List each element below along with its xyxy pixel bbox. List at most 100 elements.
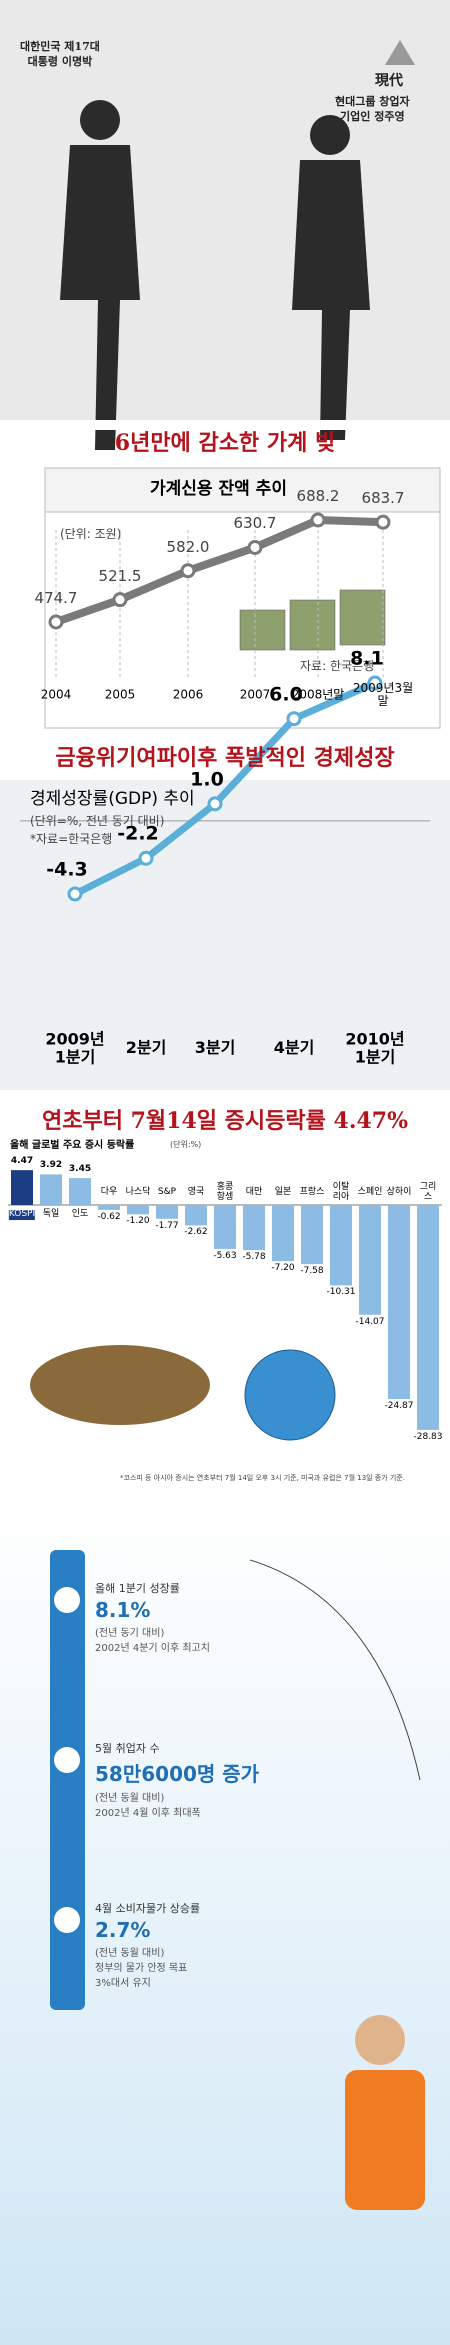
value-label: 688.2: [296, 486, 340, 505]
value-label: -7.20: [271, 1263, 295, 1274]
point: [310, 512, 326, 528]
value-label: 582.0: [166, 537, 210, 556]
bar: [185, 1205, 207, 1226]
x-tick-label: 대만: [245, 1187, 263, 1198]
chart-unit: (단위: 조원): [60, 527, 122, 541]
point: [247, 539, 263, 555]
x-tick-label: 나스닥: [125, 1187, 151, 1198]
bull-illustration: [30, 1345, 210, 1425]
x-tick-label: KOSPI: [8, 1209, 36, 1220]
value-label: 8.1: [350, 647, 384, 670]
value-label: 4.47: [10, 1156, 34, 1167]
x-tick-label: 영국: [187, 1187, 205, 1198]
icon: [54, 1587, 80, 1613]
section-title: 금융위기여파이후 폭발적인 경제성장: [55, 745, 395, 771]
chart-background: [0, 780, 450, 1090]
value-label: -24.87: [384, 1401, 414, 1412]
value-label: -2.2: [117, 822, 159, 845]
logo-text: 現代: [375, 73, 403, 89]
value-label: -5.63: [213, 1250, 237, 1261]
icon: [54, 1747, 80, 1773]
indicator-label: 올해 1분기 성장률: [95, 1582, 180, 1595]
bar: [40, 1174, 62, 1205]
x-tick-label: 프랑스: [299, 1187, 325, 1198]
point: [112, 592, 128, 608]
x-tick-label: 2008년말: [291, 687, 345, 702]
x-tick-label: 2005: [104, 687, 136, 702]
indicator-bar: [50, 1550, 85, 2010]
icon: [54, 1907, 80, 1933]
chart-source: *자료=한국은행: [30, 832, 113, 846]
chart-header: [44, 467, 441, 513]
chart-source: 자료: 한국은행: [300, 659, 375, 673]
x-tick-label: 독일: [42, 1209, 60, 1220]
x-tick-label: 2004: [40, 687, 72, 702]
value-label: -10.31: [326, 1287, 356, 1298]
bar: [214, 1205, 236, 1249]
indicator-note: 2002년 4분기 이후 최고치: [95, 1643, 210, 1654]
point: [67, 886, 83, 902]
bar: [11, 1170, 33, 1205]
point: [138, 850, 154, 866]
x-tick-label: 2010년 1분기: [345, 1029, 405, 1066]
section-title: 연초부터 7월14일 증시등락률 4.47%: [41, 1108, 409, 1134]
indicator-note: 2002년 4월 이후 최대폭: [95, 1808, 201, 1819]
fisher-head: [355, 2015, 405, 2065]
value-label: 1.0: [190, 768, 224, 791]
x-tick-label: 스페인: [357, 1187, 383, 1198]
indicator-value: 2.7%: [95, 1918, 151, 1942]
indicator-note: (전년 동기 대비): [95, 1628, 165, 1639]
indicator: 5월 취업자 수 58만6000명 증가 (전년 동월 대비) 2002년 4월 이후…: [95, 1740, 335, 1819]
x-tick-label: 2009년 1분기: [45, 1029, 105, 1066]
x-tick-label: 2분기: [125, 1038, 167, 1058]
bar: [69, 1178, 91, 1205]
value-label: 683.7: [361, 488, 405, 507]
indicator-label: 5월 취업자 수: [95, 1742, 160, 1755]
value-label: 521.5: [98, 566, 142, 585]
point: [207, 796, 223, 812]
section-title: 6년만에 감소한 가계 빚: [114, 430, 336, 456]
indicator-value: 58만6000명 증가: [95, 1762, 260, 1786]
indicator-note: (전년 동월 대비): [95, 1793, 165, 1804]
point: [367, 675, 383, 691]
x-tick-label: 2007: [239, 687, 271, 702]
x-tick-label: 3분기: [194, 1038, 236, 1058]
value-label: -7.58: [300, 1266, 324, 1277]
x-tick-label: 이탈 리아: [332, 1182, 350, 1202]
value-label: 474.7: [34, 588, 78, 607]
caption: 현대그룹 창업자 기업인 정주영: [335, 95, 410, 123]
chart-unit: (단위=%, 전년 동기 대비): [30, 814, 165, 828]
money-illustration: [239, 589, 386, 651]
indicator: 올해 1분기 성장률 8.1% (전년 동기 대비) 2002년 4분기 이후 최고치: [95, 1580, 335, 1654]
x-tick-label: 4분기: [273, 1038, 315, 1058]
bar: [98, 1205, 120, 1210]
fisher-vest: [345, 2070, 425, 2210]
caption: 대한민국 제17대 대통령 이명박: [20, 40, 100, 68]
globe-illustration: [244, 1349, 336, 1441]
value-label: -1.77: [155, 1220, 179, 1231]
point: [375, 514, 391, 530]
x-tick-label: 2009년3월말: [352, 680, 414, 708]
x-tick-label: 인도: [71, 1209, 89, 1220]
line: [54, 515, 384, 626]
point: [180, 563, 196, 579]
indicator-label: 4월 소비자물가 상승률: [95, 1902, 201, 1915]
value-label: 3.45: [68, 1164, 92, 1175]
x-tick-label: 상하이: [386, 1187, 412, 1198]
bar: [156, 1205, 178, 1219]
chart-title: 올해 글로벌 주요 증시 등락률: [10, 1140, 135, 1151]
value-label: -2.62: [184, 1227, 208, 1238]
x-tick-label: 홍콩 항셍: [216, 1182, 234, 1202]
value-label: 3.92: [39, 1160, 63, 1171]
chart-title: 경제성장률(GDP) 추이: [30, 789, 195, 809]
value-label: -4.3: [46, 858, 88, 881]
bar: [272, 1205, 294, 1262]
point: [286, 711, 302, 727]
person-right: [292, 115, 370, 440]
value-label: -5.78: [242, 1252, 266, 1263]
logo-mark: [385, 40, 415, 65]
bar: [359, 1205, 381, 1315]
value-label: 6.0: [269, 683, 303, 706]
